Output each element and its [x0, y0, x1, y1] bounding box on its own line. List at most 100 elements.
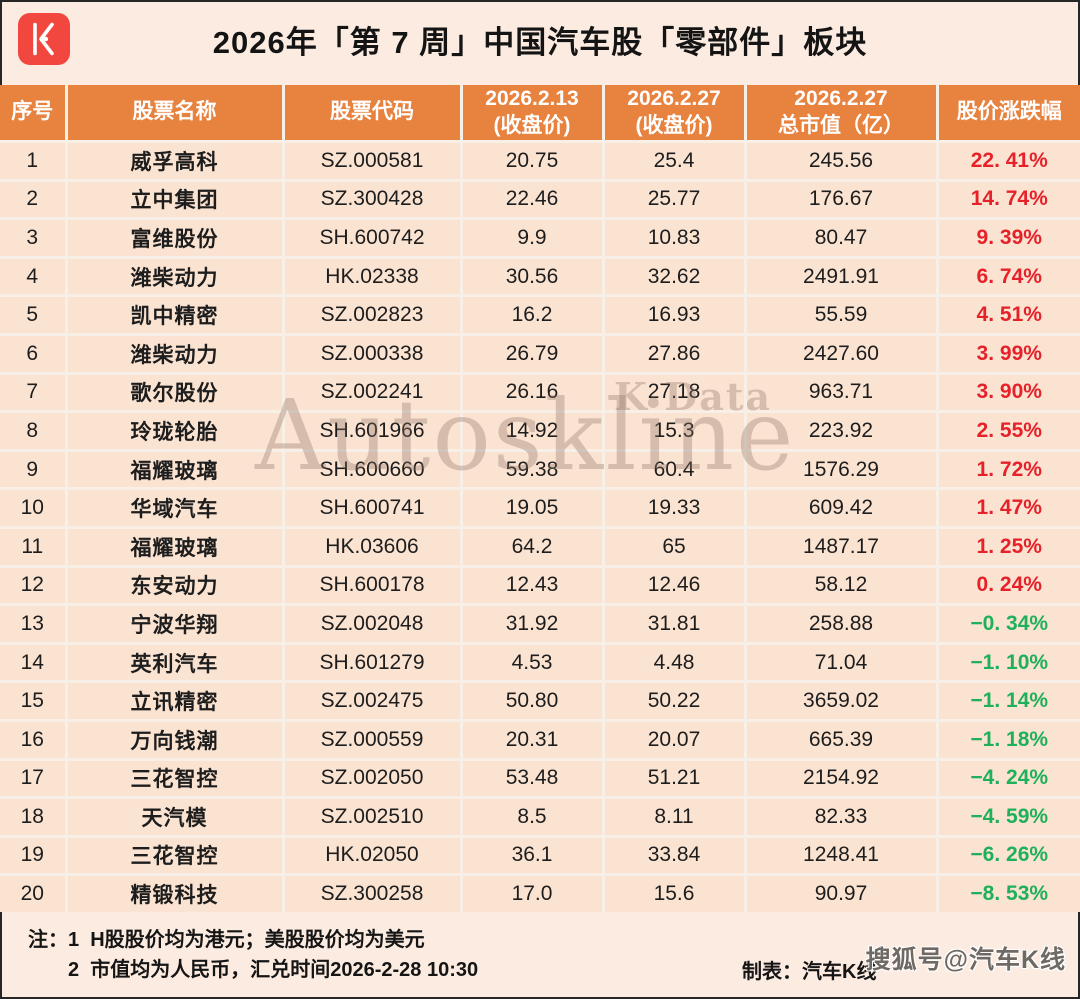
note-prefix: 注：: [28, 928, 68, 951]
cell-no: 12: [0, 566, 68, 607]
cell-name: 立中集团: [66, 180, 285, 221]
cell-price_0213: 36.1: [461, 836, 605, 877]
cell-change: 1. 25%: [937, 527, 1080, 568]
cell-name: 潍柴动力: [66, 257, 285, 298]
column-header-price_0213: 2026.2.13 (收盘价): [461, 85, 605, 143]
cell-no: 7: [0, 373, 68, 414]
table-row: 15 立讯精密 SZ.002475 50.80 50.22 3659.02 −1. 14%: [0, 681, 1080, 722]
cell-code: SH.600741: [283, 488, 463, 529]
cell-name: 华域汽车: [66, 488, 285, 529]
cell-price_0213: 14.92: [461, 411, 605, 452]
cell-change: 0. 24%: [937, 566, 1080, 607]
cell-change: −0. 34%: [937, 604, 1080, 645]
cell-name: 威孚高科: [66, 141, 285, 182]
cell-code: HK.02338: [283, 257, 463, 298]
cell-price_0213: 64.2: [461, 527, 605, 568]
cell-price_0213: 26.16: [461, 373, 605, 414]
column-header-price_0227: 2026.2.27 (收盘价): [603, 85, 747, 143]
table-row: 17 三花智控 SZ.002050 53.48 51.21 2154.92 −4. 24%: [0, 759, 1080, 800]
cell-market_cap: 82.33: [745, 797, 939, 838]
cell-change: 9. 39%: [937, 218, 1080, 259]
cell-price_0213: 16.2: [461, 295, 605, 336]
cell-name: 东安动力: [66, 566, 285, 607]
cell-price_0227: 8.11: [603, 797, 747, 838]
cell-price_0213: 22.46: [461, 180, 605, 221]
credit-label: 制表：汽车K线: [742, 960, 877, 983]
cell-name: 富维股份: [66, 218, 285, 259]
cell-code: SH.600742: [283, 218, 463, 259]
table-row: 18 天汽模 SZ.002510 8.5 8.11 82.33 −4. 59%: [0, 797, 1080, 838]
cell-code: SH.601966: [283, 411, 463, 452]
column-header-no: 序号: [0, 85, 68, 143]
cell-name: 宁波华翔: [66, 604, 285, 645]
cell-change: −6. 26%: [937, 836, 1080, 877]
cell-no: 13: [0, 604, 68, 645]
cell-code: SZ.002823: [283, 295, 463, 336]
cell-market_cap: 58.12: [745, 566, 939, 607]
footnotes: 注： 1 H股股价均为港元；美股股价均为美元 2 市值均为人民币，汇兑时间202…: [28, 925, 1080, 985]
cell-no: 5: [0, 295, 68, 336]
cell-name: 精锻科技: [66, 874, 285, 912]
cell-market_cap: 3659.02: [745, 681, 939, 722]
cell-market_cap: 90.97: [745, 874, 939, 912]
cell-code: HK.02050: [283, 836, 463, 877]
cell-name: 凯中精密: [66, 295, 285, 336]
cell-price_0227: 32.62: [603, 257, 747, 298]
table-row: 6 潍柴动力 SZ.000338 26.79 27.86 2427.60 3. 99%: [0, 334, 1080, 375]
cell-change: 22. 41%: [937, 141, 1080, 182]
cell-price_0227: 15.6: [603, 874, 747, 912]
table-row: 9 福耀玻璃 SH.600660 59.38 60.4 1576.29 1. 72%: [0, 450, 1080, 491]
header-row: 序号 股票名称 股票代码 2026.2.13 (收盘价) 2026.2.27 (收盘价) 20…: [0, 85, 1080, 143]
cell-name: 歌尔股份: [66, 373, 285, 414]
cell-price_0213: 17.0: [461, 874, 605, 912]
cell-price_0213: 59.38: [461, 450, 605, 491]
cell-change: 1. 47%: [937, 488, 1080, 529]
cell-price_0227: 31.81: [603, 604, 747, 645]
cell-price_0213: 50.80: [461, 681, 605, 722]
cell-price_0213: 53.48: [461, 759, 605, 800]
cell-price_0213: 8.5: [461, 797, 605, 838]
cell-no: 1: [0, 141, 68, 182]
cell-price_0227: 50.22: [603, 681, 747, 722]
cell-no: 10: [0, 488, 68, 529]
table-row: 1 威孚高科 SZ.000581 20.75 25.4 245.56 22. 41%: [0, 141, 1080, 182]
cell-price_0227: 33.84: [603, 836, 747, 877]
sohu-account-watermark: 搜狐号@汽车K线: [865, 945, 1066, 974]
cell-name: 立讯精密: [66, 681, 285, 722]
cell-change: −1. 18%: [937, 720, 1080, 761]
cell-name: 潍柴动力: [66, 334, 285, 375]
footer: 注： 1 H股股价均为港元；美股股价均为美元 2 市值均为人民币，汇兑时间202…: [0, 912, 1080, 999]
stock-table-body: 1 威孚高科 SZ.000581 20.75 25.4 245.56 22. 41% 2 立中集…: [0, 141, 1080, 912]
cell-name: 英利汽车: [66, 643, 285, 684]
k-line-logo-icon: [18, 13, 70, 65]
cell-code: SZ.002475: [283, 681, 463, 722]
cell-price_0213: 30.56: [461, 257, 605, 298]
table-row: 8 玲珑轮胎 SH.601966 14.92 15.3 223.92 2. 55%: [0, 411, 1080, 452]
table-row: 5 凯中精密 SZ.002823 16.2 16.93 55.59 4. 51%: [0, 295, 1080, 336]
cell-market_cap: 1576.29: [745, 450, 939, 491]
cell-price_0227: 15.3: [603, 411, 747, 452]
cell-price_0227: 19.33: [603, 488, 747, 529]
cell-change: −8. 53%: [937, 874, 1080, 912]
cell-no: 19: [0, 836, 68, 877]
table-row: 2 立中集团 SZ.300428 22.46 25.77 176.67 14. 74%: [0, 180, 1080, 221]
table-row: 20 精锻科技 SZ.300258 17.0 15.6 90.97 −8. 53%: [0, 874, 1080, 912]
cell-change: 3. 90%: [937, 373, 1080, 414]
cell-change: −1. 14%: [937, 681, 1080, 722]
table-row: 7 歌尔股份 SZ.002241 26.16 27.18 963.71 3. 90%: [0, 373, 1080, 414]
column-header-name: 股票名称: [66, 85, 285, 143]
cell-code: HK.03606: [283, 527, 463, 568]
cell-name: 天汽模: [66, 797, 285, 838]
cell-market_cap: 609.42: [745, 488, 939, 529]
cell-no: 4: [0, 257, 68, 298]
cell-name: 福耀玻璃: [66, 527, 285, 568]
cell-name: 三花智控: [66, 836, 285, 877]
cell-change: −4. 24%: [937, 759, 1080, 800]
cell-market_cap: 176.67: [745, 180, 939, 221]
cell-price_0213: 19.05: [461, 488, 605, 529]
cell-code: SZ.000338: [283, 334, 463, 375]
cell-change: −1. 10%: [937, 643, 1080, 684]
cell-price_0227: 16.93: [603, 295, 747, 336]
cell-market_cap: 2427.60: [745, 334, 939, 375]
